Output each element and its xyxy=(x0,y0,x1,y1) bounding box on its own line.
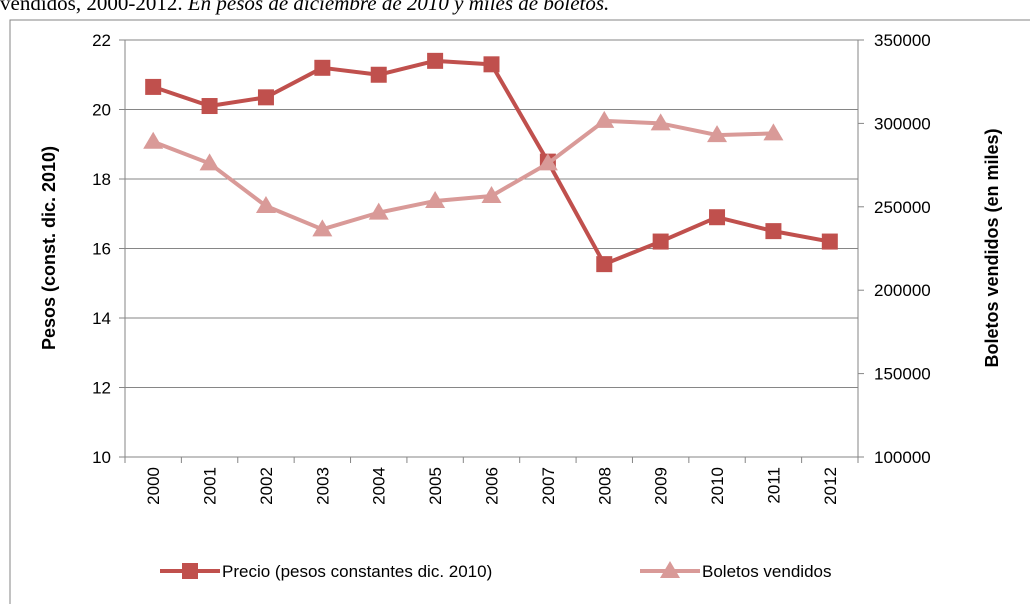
x-tick-label: 2003 xyxy=(313,467,332,505)
y-tick-label: 12 xyxy=(92,379,111,398)
y2-tick-label: 350000 xyxy=(874,31,931,50)
y2-tick-label: 200000 xyxy=(874,281,931,300)
legend-label: Boletos vendidos xyxy=(702,562,831,581)
x-tick-label: 2006 xyxy=(483,467,502,505)
x-tick-label: 2008 xyxy=(595,467,614,505)
data-point xyxy=(765,223,782,240)
data-point xyxy=(255,195,276,213)
y2-tick-label: 100000 xyxy=(874,448,931,467)
data-point xyxy=(596,256,613,273)
x-tick-label: 2009 xyxy=(652,467,671,505)
data-point xyxy=(763,123,784,141)
data-point xyxy=(257,89,274,106)
y-tick-label: 18 xyxy=(92,170,111,189)
data-point xyxy=(652,233,669,250)
x-tick-label: 2002 xyxy=(257,467,276,505)
data-point xyxy=(427,52,444,69)
title-line: vendidos, 2000-2012. En pesos de diciemb… xyxy=(0,0,609,15)
legend-marker xyxy=(182,563,198,579)
x-tick-label: 2004 xyxy=(370,467,389,505)
x-tick-label: 2000 xyxy=(144,467,163,505)
x-tick-label: 2012 xyxy=(821,467,840,505)
data-point xyxy=(312,219,333,237)
x-tick-label: 2007 xyxy=(539,467,558,505)
y2-axis-title: Boletos vendidos (en miles) xyxy=(982,128,1002,367)
x-tick-label: 2005 xyxy=(426,467,445,505)
chart-subtitle: En pesos de diciembre de 2010 y miles de… xyxy=(187,0,609,15)
data-point xyxy=(199,153,220,171)
y-tick-label: 16 xyxy=(92,240,111,259)
x-tick-label: 2010 xyxy=(708,467,727,505)
data-point xyxy=(201,98,218,115)
data-point xyxy=(821,233,838,250)
data-point xyxy=(145,78,162,95)
data-point xyxy=(368,202,389,220)
data-point xyxy=(143,131,164,149)
data-point xyxy=(483,56,500,73)
data-point xyxy=(537,153,558,171)
page-strip xyxy=(0,0,1030,19)
y-axis-title: Pesos (const. dic. 2010) xyxy=(39,146,59,350)
y2-tick-label: 250000 xyxy=(874,198,931,217)
series-line xyxy=(152,118,774,232)
y-tick-label: 20 xyxy=(92,101,111,120)
chart-border xyxy=(9,19,1030,604)
data-point xyxy=(650,113,671,131)
y2-tick-label: 150000 xyxy=(874,365,931,384)
data-point xyxy=(425,190,446,208)
legend-label: Precio (pesos constantes dic. 2010) xyxy=(222,562,492,581)
data-point xyxy=(594,110,615,128)
data-point xyxy=(370,66,387,83)
data-point xyxy=(707,125,728,143)
y-tick-label: 22 xyxy=(92,31,111,50)
data-point xyxy=(481,185,502,203)
x-tick-label: 2001 xyxy=(201,467,220,505)
data-point xyxy=(709,209,726,226)
chart-title: vendidos, 2000-2012. xyxy=(0,0,183,15)
data-point xyxy=(314,59,331,76)
legend-marker xyxy=(660,561,680,578)
y-tick-label: 10 xyxy=(92,448,111,467)
x-tick-label: 2011 xyxy=(764,467,783,504)
y2-tick-label: 300000 xyxy=(874,114,931,133)
y-tick-label: 14 xyxy=(92,309,111,328)
